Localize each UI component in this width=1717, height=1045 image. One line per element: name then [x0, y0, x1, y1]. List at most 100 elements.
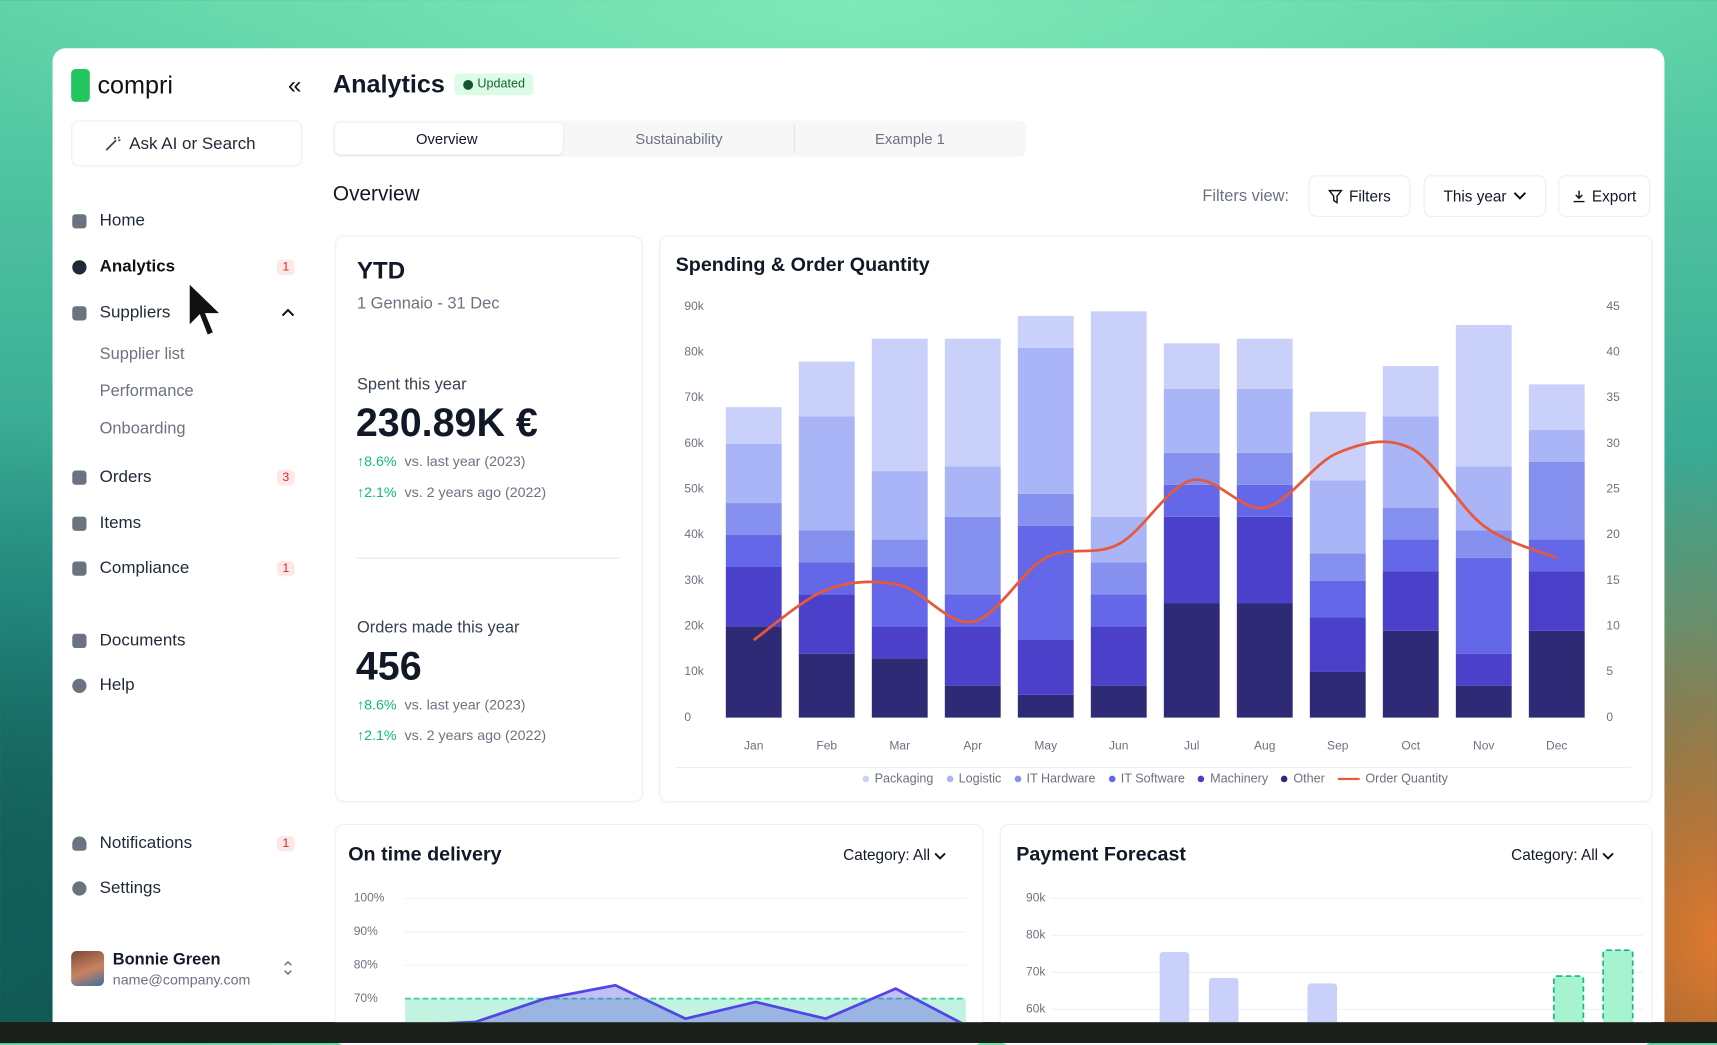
- legend-item[interactable]: Packaging: [862, 772, 933, 786]
- help-icon: [72, 678, 87, 693]
- nav-item[interactable]: Orders: [99, 467, 152, 487]
- kpi-title: YTD: [356, 256, 406, 284]
- legend-item[interactable]: Order Quantity: [1338, 772, 1448, 786]
- y2-tick-label: 20: [1606, 527, 1620, 541]
- order-quantity-line: [752, 440, 1558, 642]
- tab[interactable]: Sustainability: [635, 130, 723, 148]
- x-tick-label: Nov: [1473, 738, 1494, 752]
- x-tick-label: Mar: [889, 738, 910, 752]
- bar-segment: [725, 443, 782, 504]
- avatar[interactable]: [71, 950, 105, 987]
- y2-tick-label: 35: [1606, 390, 1620, 404]
- settings-icon: [72, 881, 87, 896]
- y2-tick-label: 40: [1606, 345, 1620, 359]
- bar-segment: [725, 503, 782, 536]
- x-tick-label: Sep: [1327, 738, 1349, 752]
- nav-item[interactable]: Home: [99, 211, 145, 231]
- category-dropdown[interactable]: Category: All: [843, 846, 946, 863]
- nav-item[interactable]: Suppliers: [99, 303, 171, 323]
- bar-segment: [1309, 671, 1366, 718]
- bar-segment: [798, 653, 855, 718]
- filters-button[interactable]: Filters: [1308, 175, 1411, 217]
- button-text: This year: [1443, 187, 1507, 205]
- x-tick-label: May: [1034, 738, 1057, 752]
- wand-icon: [105, 136, 121, 151]
- bar-segment: [944, 466, 1001, 517]
- delta: ↑8.6%: [356, 696, 397, 713]
- bar-segment: [1163, 388, 1220, 453]
- legend-item[interactable]: Other: [1281, 772, 1325, 786]
- tab[interactable]: Overview: [415, 130, 478, 148]
- search-box[interactable]: [71, 120, 303, 167]
- nav-item[interactable]: Items: [99, 513, 142, 533]
- bar-segment: [1528, 430, 1585, 462]
- y2-tick-label: 45: [1606, 299, 1620, 313]
- legend-swatch: [862, 775, 870, 783]
- legend-swatch: [1014, 775, 1022, 783]
- chart-title: On time delivery: [348, 843, 502, 865]
- category-dropdown[interactable]: Category: All: [1511, 845, 1614, 864]
- orders-icon: [72, 470, 87, 485]
- legend-label: Order Quantity: [1365, 772, 1448, 786]
- section-title: Overview: [332, 182, 420, 206]
- bar-segment: [1236, 338, 1293, 389]
- nav-item[interactable]: Help: [99, 675, 135, 695]
- bar-segment: [1090, 626, 1147, 686]
- kpi-card: [335, 235, 643, 802]
- search-text[interactable]: Ask AI or Search: [129, 134, 256, 154]
- nav-item[interactable]: Documents: [99, 631, 186, 650]
- nav-item[interactable]: Settings: [99, 878, 161, 898]
- y-tick-label: 60k: [684, 436, 704, 450]
- period-dropdown[interactable]: This year: [1423, 175, 1547, 217]
- delta-text: vs. 2 years ago (2022): [404, 726, 547, 744]
- collapse-button[interactable]: «: [287, 71, 302, 99]
- sub-nav-item[interactable]: Supplier list: [99, 344, 185, 364]
- sub-nav-item[interactable]: Onboarding: [99, 419, 186, 438]
- chevron-up[interactable]: [281, 308, 295, 317]
- nav-badge: 3: [277, 470, 295, 486]
- bar-segment: [1382, 539, 1439, 572]
- legend-item[interactable]: IT Hardware: [1014, 772, 1096, 786]
- y-tick-label: 70k: [684, 390, 704, 404]
- nav-badge: 1: [277, 560, 295, 577]
- logo-icon: [71, 69, 90, 102]
- chevron-down: [934, 852, 946, 860]
- bar-segment: [798, 530, 855, 563]
- nav-badge: 1: [277, 259, 295, 275]
- bar-segment: [1236, 452, 1293, 485]
- bar-segment: [1017, 347, 1074, 494]
- bar-segment: [1163, 516, 1220, 604]
- bar-segment: [1017, 525, 1074, 641]
- bar-segment: [1455, 325, 1512, 467]
- sub-nav-item[interactable]: Performance: [99, 381, 194, 401]
- brand[interactable]: compri: [97, 70, 174, 100]
- legend-item[interactable]: Logistic: [946, 772, 1001, 786]
- kpi-change: ↑2.1% vs. 2 years ago (2022): [357, 727, 546, 743]
- bar-segment: [871, 566, 928, 627]
- nav-item[interactable]: Analytics: [99, 257, 176, 277]
- dropdown-text: Category: All: [1511, 845, 1599, 864]
- delta: ↑8.6%: [356, 453, 397, 470]
- nav-badge: 1: [277, 835, 295, 852]
- threshold-area: [405, 998, 966, 1023]
- chevron-down: [1602, 852, 1614, 860]
- user-menu-chevron[interactable]: [283, 960, 294, 976]
- delivery-line: [443, 983, 963, 1023]
- bar-segment: [944, 626, 1001, 686]
- button-text: Filters: [1349, 187, 1391, 205]
- nav-item[interactable]: Compliance: [99, 558, 190, 578]
- bar-segment: [1382, 366, 1439, 417]
- tab[interactable]: Example 1: [875, 130, 945, 148]
- delivery-card: [335, 823, 984, 1045]
- nav-item[interactable]: Notifications: [99, 833, 193, 853]
- documents-icon: [72, 633, 87, 649]
- active-tab[interactable]: [335, 122, 563, 155]
- export-button[interactable]: Export: [1558, 175, 1651, 217]
- bar-segment: [1163, 343, 1220, 389]
- bar-segment: [725, 407, 782, 444]
- legend-item[interactable]: IT Software: [1108, 772, 1185, 786]
- legend-item[interactable]: Machinery: [1198, 772, 1268, 786]
- user-name[interactable]: Bonnie Green: [112, 950, 221, 970]
- y-tick-label: 10k: [684, 664, 704, 678]
